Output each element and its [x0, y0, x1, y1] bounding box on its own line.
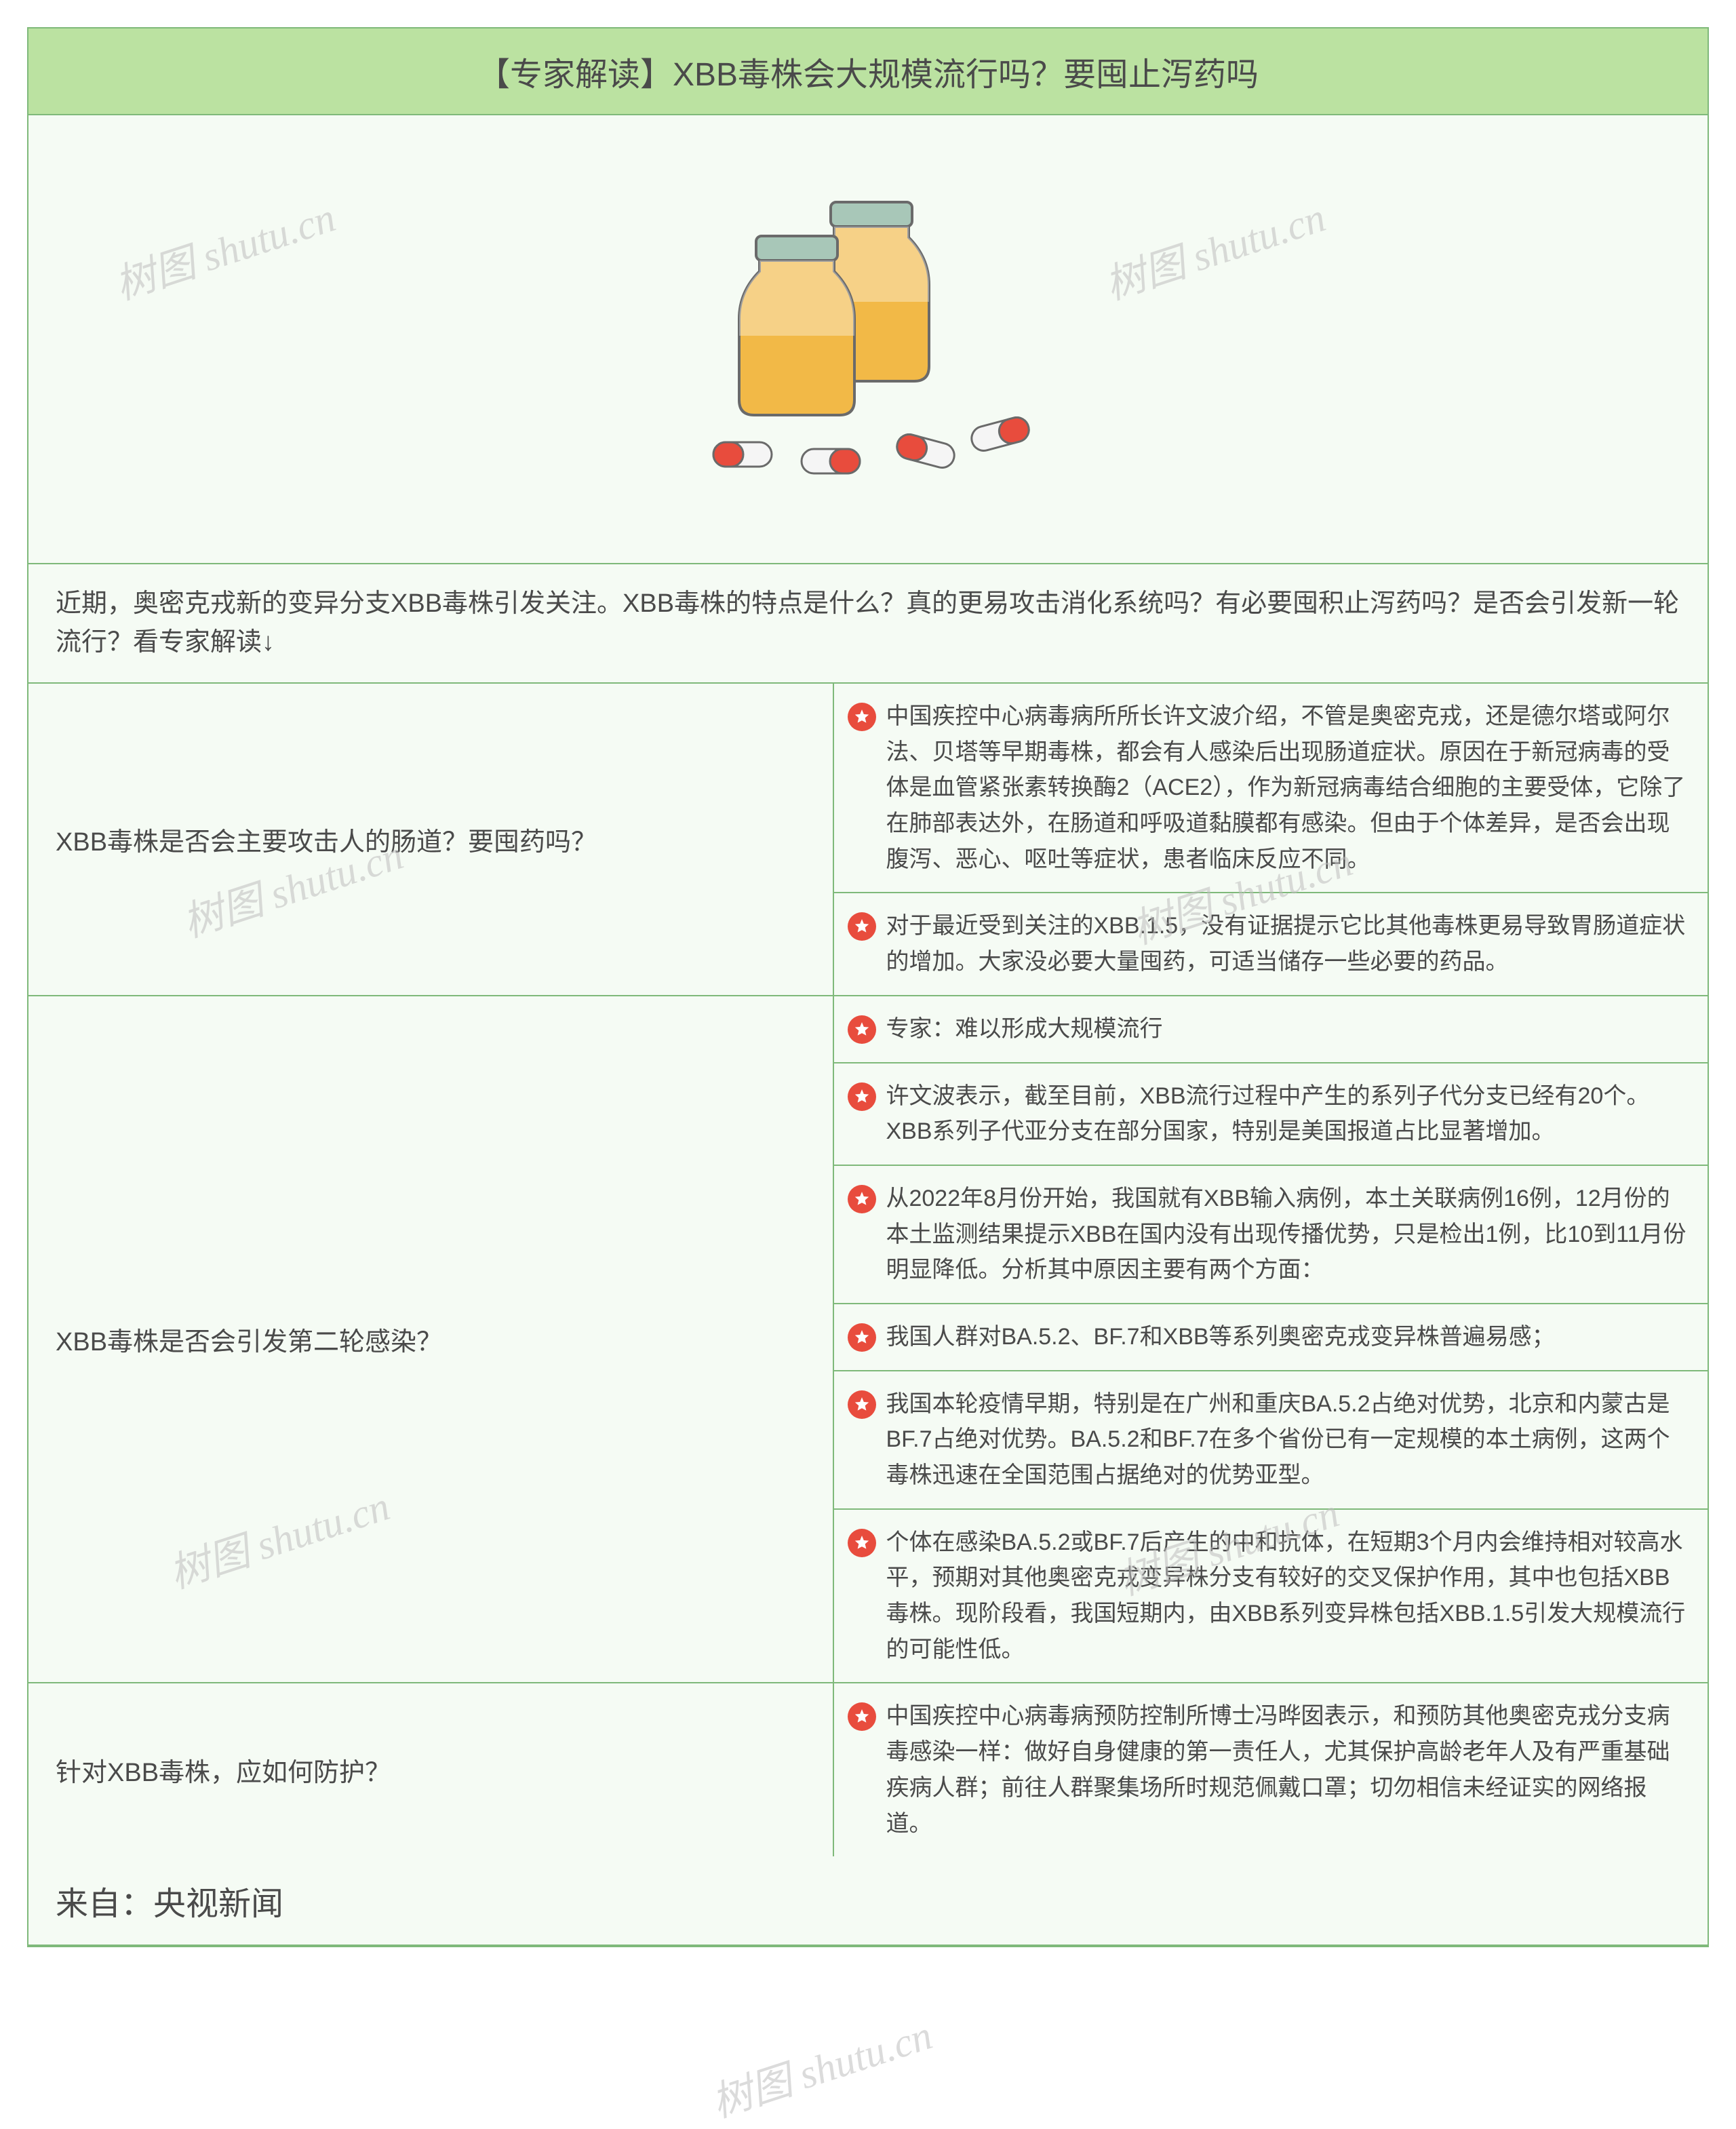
diagram-container: 【专家解读】XBB毒株会大规模流行吗？要囤止泻药吗 — [27, 27, 1709, 1947]
intro-text: 近期，奥密克戎新的变异分支XBB毒株引发关注。XBB毒株的特点是什么？真的更易攻… — [56, 585, 1680, 662]
answers-column: 专家：难以形成大规模流行许文波表示，截至目前，XBB流行过程中产生的系列子代分支… — [834, 996, 1708, 1683]
star-bullet-icon — [848, 1082, 876, 1111]
answer-item: 许文波表示，截至目前，XBB流行过程中产生的系列子代分支已经有20个。XBB系列… — [834, 1063, 1708, 1166]
star-bullet-icon — [848, 1323, 876, 1352]
answer-text: 从2022年8月份开始，我国就有XBB输入病例，本土关联病例16例，12月份的本… — [886, 1181, 1689, 1288]
answer-item: 个体在感染BA.5.2或BF.7后产生的中和抗体，在短期3个月内会维持相对较高水… — [834, 1510, 1708, 1683]
answer-text: 许文波表示，截至目前，XBB流行过程中产生的系列子代分支已经有20个。XBB系列… — [886, 1078, 1689, 1150]
pill-icon — [967, 413, 1033, 455]
pill-icon — [800, 448, 861, 475]
answer-text: 我国本轮疫情早期，特别是在广州和重庆BA.5.2占绝对优势，北京和内蒙古是BF.… — [886, 1386, 1689, 1493]
answer-item: 对于最近受到关注的XBB.1.5，没有证据提示它比其他毒株更易导致胃肠道症状的增… — [834, 893, 1708, 994]
qa-row: XBB毒株是否会引发第二轮感染？ 专家：难以形成大规模流行许文波表示，截至目前，X… — [28, 996, 1708, 1684]
question-text: XBB毒株是否会引发第二轮感染？ — [56, 1321, 442, 1358]
header-bar: 【专家解读】XBB毒株会大规模流行吗？要囤止泻药吗 — [28, 28, 1708, 115]
question-cell: XBB毒株是否会主要攻击人的肠道？要囤药吗？ — [28, 684, 834, 995]
image-row — [28, 115, 1708, 564]
star-bullet-icon — [848, 1015, 876, 1044]
qa-row: XBB毒株是否会主要攻击人的肠道？要囤药吗？ 中国疾控中心病毒病所所长许文波介绍，… — [28, 684, 1708, 996]
intro-row: 近期，奥密克戎新的变异分支XBB毒株引发关注。XBB毒株的特点是什么？真的更易攻… — [28, 564, 1708, 684]
star-bullet-icon — [848, 1529, 876, 1557]
watermark-text: 树图 shutu.cn — [703, 2002, 939, 2129]
star-bullet-icon — [848, 1702, 876, 1731]
source-label: 来自：央视新闻 — [56, 1877, 1680, 1924]
medicine-illustration — [665, 197, 1071, 482]
answer-item: 我国本轮疫情早期，特别是在广州和重庆BA.5.2占绝对优势，北京和内蒙古是BF.… — [834, 1371, 1708, 1510]
page-title: 【专家解读】XBB毒株会大规模流行吗？要囤止泻药吗 — [42, 47, 1694, 95]
star-bullet-icon — [848, 1185, 876, 1213]
qa-row: 针对XBB毒株，应如何防护？ 中国疾控中心病毒病预防控制所博士冯晔囡表示，和预防其… — [28, 1683, 1708, 1856]
star-bullet-icon — [848, 1390, 876, 1419]
pill-icon — [892, 430, 958, 472]
answer-text: 对于最近受到关注的XBB.1.5，没有证据提示它比其他毒株更易导致胃肠道症状的增… — [886, 908, 1689, 979]
answer-text: 个体在感染BA.5.2或BF.7后产生的中和抗体，在短期3个月内会维持相对较高水… — [886, 1525, 1689, 1668]
question-text: 针对XBB毒株，应如何防护？ — [56, 1751, 391, 1789]
pill-icon — [712, 441, 773, 468]
answer-text: 我国人群对BA.5.2、BF.7和XBB等系列奥密克戎变异株普遍易感； — [886, 1319, 1554, 1355]
answer-item: 专家：难以形成大规模流行 — [834, 996, 1708, 1063]
answer-item: 中国疾控中心病毒病所所长许文波介绍，不管是奥密克戎，还是德尔塔或阿尔法、贝塔等早… — [834, 684, 1708, 893]
answers-column: 中国疾控中心病毒病所所长许文波介绍，不管是奥密克戎，还是德尔塔或阿尔法、贝塔等早… — [834, 684, 1708, 995]
source-row: 来自：央视新闻 — [28, 1856, 1708, 1946]
star-bullet-icon — [848, 912, 876, 941]
answer-text: 专家：难以形成大规模流行 — [886, 1011, 1162, 1047]
answer-item: 从2022年8月份开始，我国就有XBB输入病例，本土关联病例16例，12月份的本… — [834, 1166, 1708, 1304]
intro-cell: 近期，奥密克戎新的变异分支XBB毒株引发关注。XBB毒株的特点是什么？真的更易攻… — [28, 564, 1708, 682]
question-cell: 针对XBB毒株，应如何防护？ — [28, 1683, 834, 1856]
answer-text: 中国疾控中心病毒病预防控制所博士冯晔囡表示，和预防其他奥密克戎分支病毒感染一样：… — [886, 1698, 1689, 1841]
question-text: XBB毒株是否会主要攻击人的肠道？要囤药吗？ — [56, 821, 597, 858]
answer-item: 中国疾控中心病毒病预防控制所博士冯晔囡表示，和预防其他奥密克戎分支病毒感染一样：… — [834, 1683, 1708, 1856]
answer-item: 我国人群对BA.5.2、BF.7和XBB等系列奥密克戎变异株普遍易感； — [834, 1304, 1708, 1371]
star-bullet-icon — [848, 703, 876, 731]
illustration-cell — [28, 115, 1708, 563]
answer-text: 中国疾控中心病毒病所所长许文波介绍，不管是奥密克戎，还是德尔塔或阿尔法、贝塔等早… — [886, 699, 1689, 877]
source-cell: 来自：央视新闻 — [28, 1856, 1708, 1945]
medicine-bottle-front-icon — [726, 231, 868, 421]
answers-column: 中国疾控中心病毒病预防控制所博士冯晔囡表示，和预防其他奥密克戎分支病毒感染一样：… — [834, 1683, 1708, 1856]
question-cell: XBB毒株是否会引发第二轮感染？ — [28, 996, 834, 1683]
